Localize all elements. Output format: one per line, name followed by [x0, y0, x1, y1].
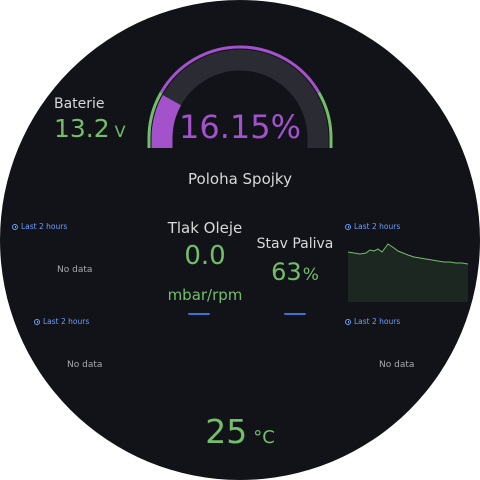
fuel-title: Stav Paliva: [256, 236, 334, 252]
fuel-unit: %: [302, 265, 319, 285]
temperature-stat: 25 °C: [160, 412, 320, 451]
oil-unit: mbar/rpm: [167, 286, 243, 304]
clock-icon: [345, 318, 351, 325]
battery-title: Baterie: [54, 96, 105, 112]
top-left-time-range-label: Last 2 hours: [21, 222, 68, 231]
temperature-value: 25: [205, 412, 248, 451]
oil-value: 0.0: [184, 241, 226, 271]
clutch-title: Poloha Spojky: [188, 170, 292, 188]
clutch-gauge-threshold-left: [147, 91, 163, 148]
bottom-right-no-data: No data: [379, 360, 415, 370]
fuel-value: 63: [271, 258, 302, 286]
battery-value: 13.2: [54, 114, 110, 143]
bottom-right-time-range[interactable]: Last 2 hours: [345, 317, 400, 326]
clock-icon: [12, 223, 18, 230]
fuel-stat: 63%: [240, 258, 350, 286]
clutch-gauge-threshold-right: [317, 91, 333, 148]
fuel-sparkline-line: [348, 243, 468, 265]
fuel-gauge-bar: [284, 313, 306, 315]
battery-stat: 13.2 V: [54, 114, 126, 143]
top-right-time-range-label: Last 2 hours: [354, 222, 401, 231]
temperature-unit: °C: [253, 427, 275, 448]
clutch-gauge-fill: [151, 95, 182, 148]
battery-unit: V: [114, 122, 126, 141]
clutch-value: 16.15%: [178, 108, 301, 146]
bottom-left-no-data: No data: [67, 360, 103, 370]
top-right-time-range[interactable]: Last 2 hours: [345, 222, 400, 231]
fuel-sparkline-area: [348, 244, 468, 302]
clock-icon: [34, 318, 40, 325]
bottom-right-time-range-label: Last 2 hours: [354, 317, 401, 326]
top-left-no-data: No data: [57, 265, 93, 275]
fuel-sparkline: [348, 243, 468, 302]
top-left-time-range[interactable]: Last 2 hours: [12, 222, 67, 231]
clock-icon: [345, 223, 351, 230]
oil-title: Tlak Oleje: [167, 219, 243, 237]
clutch-gauge-threshold-arc: [159, 45, 321, 94]
bottom-left-time-range[interactable]: Last 2 hours: [34, 317, 89, 326]
bottom-left-time-range-label: Last 2 hours: [43, 317, 90, 326]
oil-gauge-bar: [188, 313, 210, 315]
